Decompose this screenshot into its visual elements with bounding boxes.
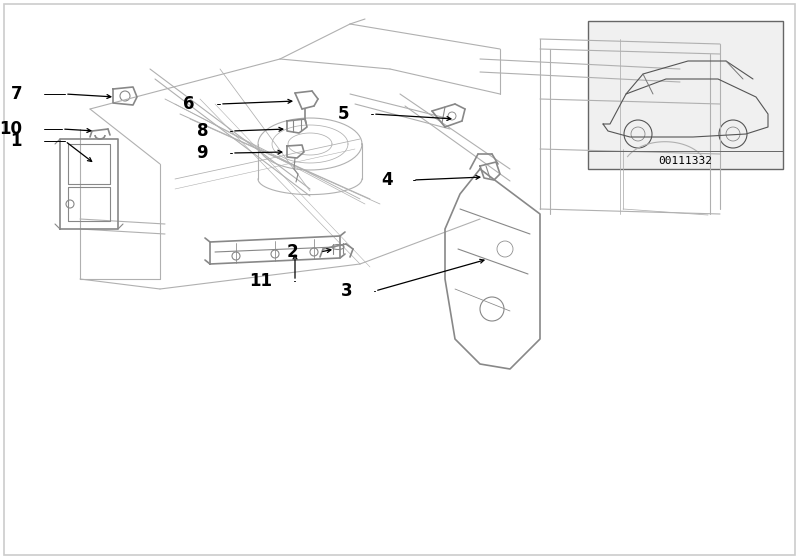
Text: 5: 5 <box>337 105 349 123</box>
Text: 3: 3 <box>340 282 352 300</box>
Bar <box>588 21 783 169</box>
Text: 2: 2 <box>286 243 298 261</box>
Text: 4: 4 <box>381 171 393 189</box>
Text: 6: 6 <box>184 95 195 113</box>
Text: 11: 11 <box>249 272 272 290</box>
Text: 10: 10 <box>0 120 22 138</box>
Text: 9: 9 <box>197 144 208 162</box>
Text: 1: 1 <box>10 132 22 150</box>
Text: 8: 8 <box>197 122 208 140</box>
Text: 00111332: 00111332 <box>658 156 713 166</box>
Text: 7: 7 <box>10 85 22 103</box>
